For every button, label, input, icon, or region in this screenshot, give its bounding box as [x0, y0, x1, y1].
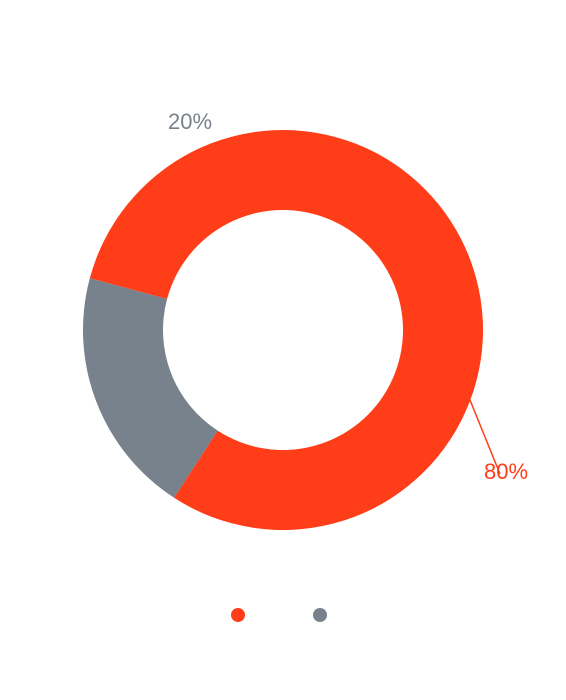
slice-label-primary: 80% — [484, 459, 528, 485]
legend — [0, 608, 566, 622]
slice-label-secondary: 20% — [168, 109, 212, 135]
donut-svg — [0, 0, 566, 700]
legend-swatch-icon — [313, 608, 327, 622]
legend-item-secondary — [313, 608, 335, 622]
legend-swatch-icon — [231, 608, 245, 622]
donut-chart: 80% 20% — [0, 0, 566, 700]
legend-item-primary — [231, 608, 253, 622]
